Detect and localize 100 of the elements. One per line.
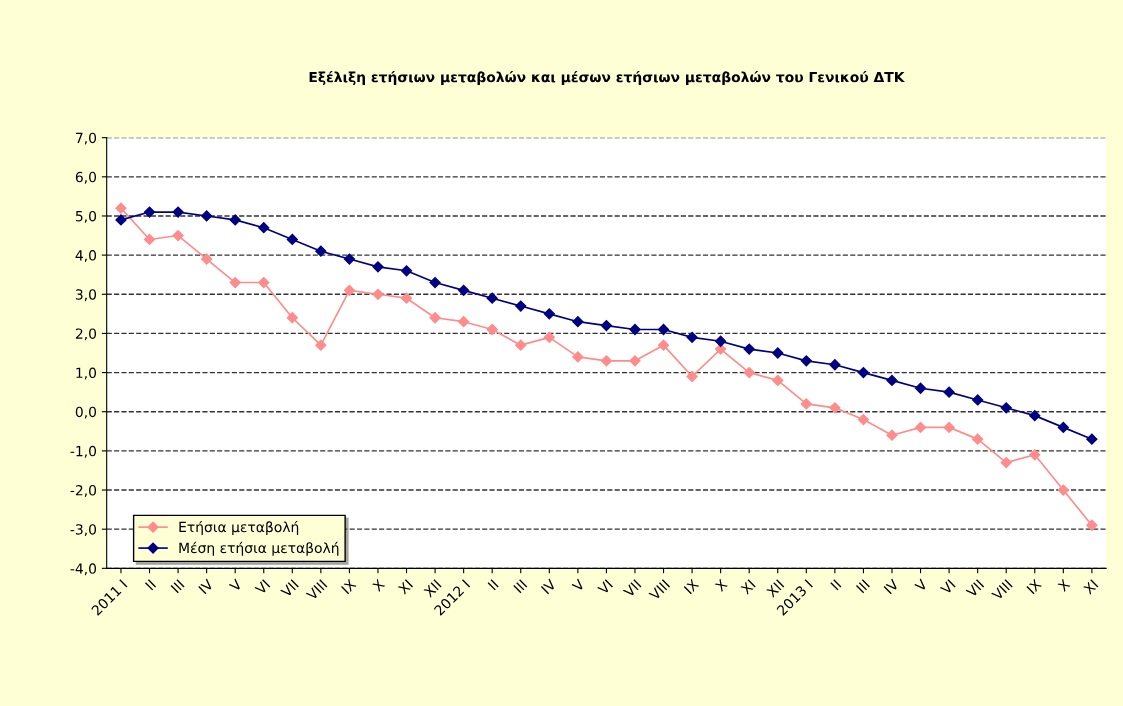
x-tick-label: V [228,578,243,593]
point [486,292,498,304]
point [543,308,555,320]
point [800,355,812,367]
x-tick-label: IV [540,578,557,595]
point [857,366,870,379]
x-tick-label: IV [883,578,900,595]
point [1000,402,1012,414]
x-tick-label: VI [254,579,271,596]
x-tick-label: X [1057,578,1071,592]
x-tick-label: III [856,579,870,594]
point [458,284,470,296]
point [343,253,356,265]
x-tick-label: II [144,579,157,591]
point [1057,421,1069,433]
point [429,312,441,324]
x-tick-label: VII [280,579,299,598]
point [115,214,127,226]
x-tick-label: IX [1026,578,1042,595]
point [829,402,841,414]
point [743,366,755,379]
point [515,339,527,351]
point [686,370,698,383]
point [800,398,812,410]
x-tick-label: VII [622,579,642,598]
x-tick-label: X [714,578,728,592]
chart-title: Εξέλιξη ετήσιων μεταβολών και μέσων ετήσιων μεταβολών του Γενικού ΔΤΚ [309,71,905,86]
point [258,276,270,289]
y-tick-label: 2,0 [75,328,97,341]
x-tick-label: VI [939,579,956,596]
x-tick-label: VIII [991,579,1013,601]
point [172,206,184,218]
point [286,233,298,246]
x-tick-label: V [571,578,586,593]
point [143,206,156,218]
point [286,312,298,324]
point [343,284,356,296]
point [972,433,984,445]
point [458,316,470,328]
point [943,421,955,433]
point [115,202,127,214]
point [715,335,727,347]
point [1029,410,1041,422]
point [914,421,927,433]
point [657,323,670,336]
point [201,253,213,265]
point [886,429,898,441]
point [914,382,927,394]
point [1086,519,1098,531]
x-tick-label: XI [397,579,414,595]
point [629,355,641,367]
point [686,331,698,343]
point [515,300,527,312]
x-tick-label: IX [683,578,700,595]
y-tick-label: -1,0 [70,445,97,458]
point [743,343,755,355]
point [886,374,898,387]
x-tick-label: X [371,578,386,592]
x-tick-label: II [487,579,499,591]
legend-label: Ετήσια μεταβολή [179,520,299,535]
point [600,319,613,332]
point [1029,449,1041,461]
y-tick-label: 3,0 [75,289,97,302]
point [657,339,670,351]
point [829,359,841,371]
point [1000,457,1012,469]
point [857,413,870,426]
x-tick-label: IV [198,578,215,595]
point [1057,484,1069,496]
point [772,374,784,387]
point [229,276,241,289]
legend-label: Μέση ετήσια μεταβολή [179,541,339,556]
point [201,210,213,222]
point [143,233,156,246]
y-tick-label: 6,0 [75,171,97,184]
point [572,351,584,363]
point [315,245,327,257]
point [315,339,327,351]
point [172,229,184,242]
point [1086,433,1098,445]
point [972,394,984,406]
point [600,355,613,367]
point [572,316,584,328]
point [400,292,413,304]
x-tick-label: V [914,578,928,593]
x-tick-label: III [170,579,185,594]
point [543,331,555,343]
x-tick-label: III [513,579,528,594]
x-tick-label: IX [341,578,357,595]
x-tick-label: XI [740,579,756,595]
y-tick-label: 4,0 [75,250,97,263]
y-tick-label: 1,0 [76,367,97,380]
y-tick-label: 7,0 [76,132,97,145]
point [372,261,384,273]
x-tick-label: VI [597,579,613,596]
point [486,323,498,336]
point [429,276,441,289]
y-tick-label: -3,0 [70,524,97,537]
x-tick-label: VII [965,579,985,598]
y-tick-label: -2,0 [70,485,97,497]
